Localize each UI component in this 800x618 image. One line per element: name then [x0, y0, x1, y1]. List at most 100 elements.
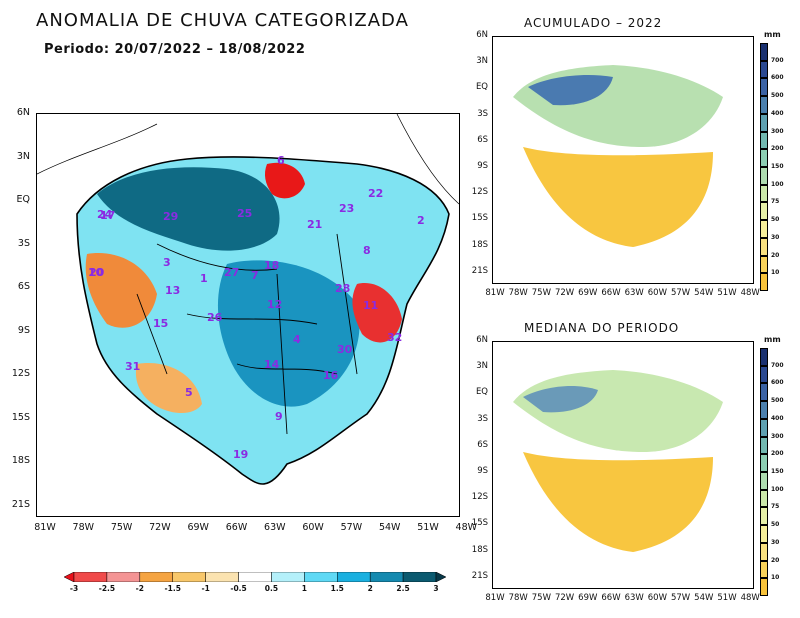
lon-tick-label: 78W — [72, 522, 95, 533]
lat-tick-label: 21S — [11, 498, 30, 510]
colorbar-cell — [760, 383, 768, 402]
colorbar-cell — [760, 365, 768, 384]
dry-east-zone — [352, 283, 402, 343]
lon-tick-label: 75W — [110, 522, 133, 533]
region-label: 30 — [337, 343, 353, 356]
median-wettest-zone — [523, 386, 598, 413]
accum-map-canvas — [493, 37, 753, 283]
lon-tick-label: 51W — [717, 593, 737, 603]
wet-northwest-zone — [97, 167, 280, 251]
lat-tick-label: 15S — [471, 518, 488, 529]
lon-tick-label: 69W — [578, 593, 598, 603]
region-label: 11 — [363, 299, 379, 312]
lat-tick-label: 12S — [471, 187, 488, 198]
colorbar-label: 20 — [771, 556, 780, 564]
colorbar-cell — [760, 454, 768, 472]
colorbar-cell — [760, 401, 768, 419]
colorbar-label: -0.5 — [230, 584, 247, 593]
colorbar-label: 20 — [771, 251, 780, 259]
region-label: 18 — [264, 259, 280, 272]
lon-tick-label: 54W — [378, 522, 401, 533]
region-label: 10 — [88, 266, 104, 279]
region-label: 12 — [267, 298, 283, 311]
lat-tick-label: 18S — [471, 544, 488, 555]
lat-tick-label: EQ — [16, 194, 30, 205]
colorbar-label: 400 — [771, 109, 784, 117]
median-dry-zone — [523, 452, 713, 552]
region-label: 20 — [89, 266, 105, 279]
region-label: 6 — [277, 154, 285, 167]
median-map — [492, 341, 754, 589]
region-label: 27 — [224, 266, 240, 279]
lon-tick-label: 63W — [264, 522, 286, 533]
colorbar-label: 300 — [771, 127, 784, 135]
lon-tick-label: 66W — [225, 522, 248, 533]
accum-colorbar: 700 600 500 400 300 200 150 100 75 50 30 20 10 — [760, 43, 784, 291]
colorbar-cell — [760, 542, 768, 561]
colorbar-label: 1.5 — [330, 584, 344, 593]
colorbar-cell — [238, 572, 272, 582]
lat-tick-label: 3S — [17, 237, 30, 249]
anomaly-map: 1 2 3 4 5 6 7 8 9 10 11 12 13 14 15 16 17 18 19 20 21 22 23 24 2… — [36, 113, 460, 517]
colorbar-cell — [402, 572, 437, 582]
accum-dry-zone — [523, 147, 713, 247]
median-map-title: MEDIANA DO PERIODO — [524, 321, 680, 335]
colorbar-cell — [172, 572, 206, 582]
lat-tick-label: 6S — [477, 134, 488, 145]
region-label: 16 — [323, 369, 339, 382]
lat-tick-label: 9S — [17, 324, 30, 336]
colorbar-label: 50 — [771, 216, 780, 224]
accum-map — [492, 36, 754, 284]
region-label: 22 — [368, 187, 384, 200]
lat-tick-label: 3S — [477, 413, 488, 424]
accum-map-title: ACUMULADO – 2022 — [524, 16, 663, 30]
lat-tick-label: 18S — [471, 239, 488, 250]
colorbar-label: -1 — [201, 584, 210, 593]
lat-tick-label: EQ — [475, 387, 488, 398]
median-colorbar-unit: mm — [764, 335, 781, 344]
region-label: 3 — [163, 256, 171, 269]
main-title: ANOMALIA DE CHUVA CATEGORIZADA — [36, 10, 409, 31]
colorbar-label: 150 — [771, 163, 784, 170]
colorbar-label: 2 — [367, 584, 373, 593]
lon-tick-label: 72W — [554, 593, 575, 603]
colorbar-label: -2 — [135, 584, 144, 593]
colorbar-cell — [760, 131, 768, 150]
lon-tick-label: 81W — [34, 522, 56, 533]
colorbar-label: 200 — [771, 145, 784, 153]
basin-boundary — [76, 156, 450, 485]
lat-tick-label: 6S — [17, 281, 30, 292]
colorbar-label: -3 — [69, 584, 79, 593]
colorbar-label: 50 — [771, 521, 780, 529]
lon-tick-label: 60W — [647, 593, 667, 603]
colorbar-cell — [760, 96, 768, 114]
colorbar-cell — [760, 348, 768, 366]
region-label: 19 — [233, 448, 249, 461]
region-label: 26 — [207, 311, 223, 324]
lat-tick-label: 21S — [471, 265, 488, 276]
lon-tick-label: 72W — [149, 522, 171, 533]
colorbar-label: 2.5 — [396, 584, 410, 593]
median-colorbar: 700 600 500 400 300 200 150 100 75 50 30 20 10 — [760, 348, 784, 596]
colorbar-label: 600 — [771, 74, 784, 82]
colorbar-cell — [760, 184, 768, 203]
lon-tick-label: 48W — [740, 593, 760, 603]
lon-tick-label: 78W — [508, 288, 528, 298]
colorbar-label: 10 — [771, 269, 780, 277]
colorbar-cell — [760, 167, 768, 185]
colorbar-cell — [337, 572, 371, 582]
colorbar-label: 600 — [771, 379, 784, 387]
colorbar-cell — [106, 572, 141, 582]
lon-tick-label: 63W — [624, 288, 644, 298]
colorbar-cell — [205, 572, 239, 582]
lat-tick-label: 12S — [471, 492, 488, 503]
lat-tick-label: EQ — [475, 82, 488, 93]
colorbar-cell — [435, 572, 446, 582]
colorbar-cell — [760, 255, 768, 274]
lon-tick-label: 66W — [601, 288, 621, 298]
colorbar-label: 500 — [771, 92, 784, 100]
colorbar-label: 75 — [771, 503, 780, 511]
colorbar-cell — [760, 507, 768, 526]
colorbar-label: 3 — [433, 584, 439, 593]
region-label: 8 — [363, 244, 371, 257]
